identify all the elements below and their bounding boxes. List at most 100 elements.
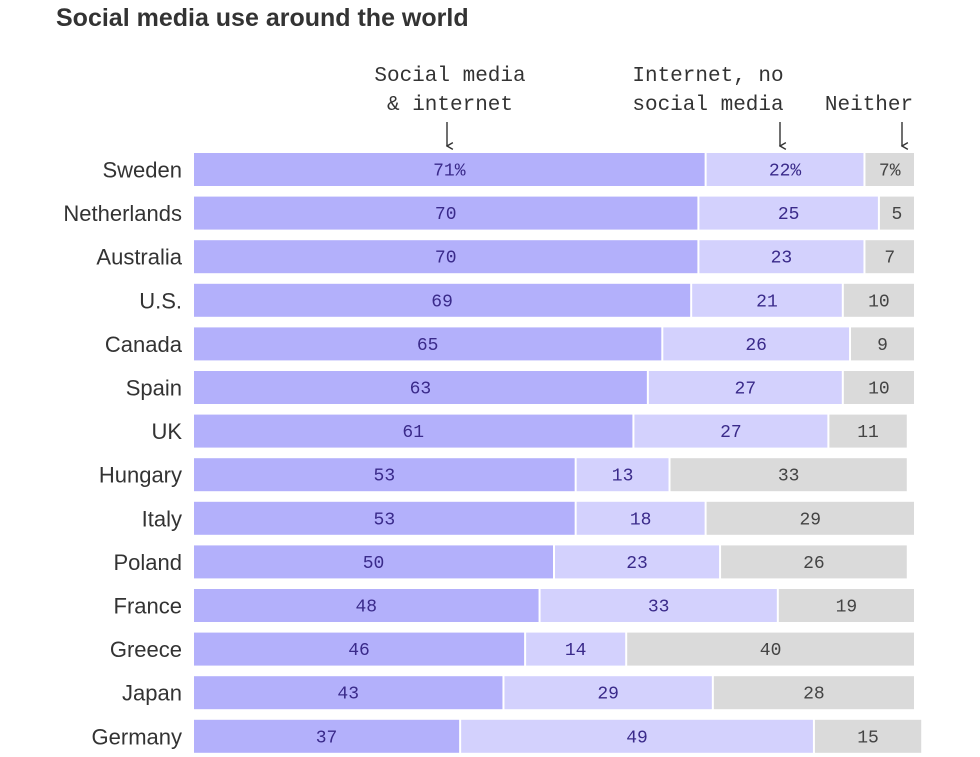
bar-row-uk: UK 61 27 11 [151, 414, 907, 448]
value-label: 15 [857, 728, 879, 748]
chart-title: Social media use around the world [56, 4, 469, 32]
value-label: 33 [778, 467, 800, 487]
bar-segment-social-media-internet [194, 589, 539, 622]
bar-segment-social-media-internet [194, 283, 691, 317]
value-label: 27 [735, 380, 757, 400]
value-label: 22% [769, 162, 802, 182]
bar-segment-neither [865, 240, 914, 274]
value-label: 23 [626, 554, 648, 574]
country-label: Poland [113, 550, 182, 575]
bar-segment-neither [843, 283, 914, 317]
value-label: 69 [431, 292, 453, 312]
bar-row-spain: Spain 63 27 10 [126, 371, 914, 404]
bar-segment-social-media-internet [194, 719, 460, 753]
bar-segment-neither [778, 589, 914, 622]
bar-segment-social-media-internet [194, 632, 525, 666]
series-header-neither: Neither [825, 94, 913, 146]
value-label: 33 [648, 598, 670, 618]
bar-segment-social-media-internet [194, 153, 705, 186]
bar-row-greece: Greece 46 14 40 [110, 632, 914, 666]
series-header-internet-no-social-media: Internet, no social media [632, 65, 783, 146]
bar-row-france: France 48 33 19 [114, 589, 914, 622]
bar-segment-neither [814, 719, 922, 753]
country-label: Italy [142, 506, 182, 531]
bar-row-u-s: U.S. 69 21 10 [139, 283, 914, 317]
value-label: 25 [778, 205, 800, 225]
value-label: 13 [612, 467, 634, 487]
value-label: 11 [857, 423, 879, 443]
country-label: Spain [126, 376, 182, 401]
country-label: Germany [92, 724, 182, 749]
value-label: 70 [435, 249, 457, 269]
bar-row-netherlands: Netherlands 70 25 5 [63, 196, 914, 230]
bar-segment-internet-no-social-media [648, 371, 842, 404]
value-label: 29 [800, 510, 822, 530]
bar-rows: Sweden 71% 22% 7% Netherlands 70 25 5 Australia 7… [63, 153, 922, 753]
bar-segment-neither [627, 632, 914, 666]
value-label: 71% [433, 162, 466, 182]
value-label: 50 [363, 554, 385, 574]
country-label: Hungary [99, 463, 182, 488]
bar-segment-social-media-internet [194, 371, 647, 404]
bar-segment-social-media-internet [194, 196, 698, 230]
value-label: 48 [355, 598, 377, 618]
country-label: Greece [110, 637, 182, 662]
value-label: 27 [720, 423, 742, 443]
value-label: 23 [771, 249, 793, 269]
value-label: 19 [836, 598, 858, 618]
bar-segment-internet-no-social-media [555, 545, 720, 579]
value-label: 63 [410, 380, 432, 400]
bar-row-germany: Germany 37 49 15 [92, 719, 922, 753]
country-label: U.S. [139, 288, 182, 313]
country-label: France [114, 594, 182, 619]
bar-segment-neither [843, 371, 914, 404]
bar-segment-internet-no-social-media [576, 501, 705, 535]
bar-row-poland: Poland 50 23 26 [113, 545, 907, 579]
bar-segment-social-media-internet [194, 501, 575, 535]
value-label: 21 [756, 292, 778, 312]
country-label: Netherlands [63, 201, 182, 226]
bar-segment-internet-no-social-media [699, 240, 864, 274]
bar-segment-internet-no-social-media [663, 327, 850, 361]
bar-row-hungary: Hungary 53 13 33 [99, 458, 907, 492]
bar-segment-internet-no-social-media [634, 414, 828, 448]
value-label: 10 [868, 380, 890, 400]
series-header-social-media-internet: Social media & internet [374, 65, 526, 146]
bar-segment-social-media-internet [194, 327, 662, 361]
bar-segment-neither [713, 676, 914, 710]
value-label: 61 [402, 423, 424, 443]
series-header-line: social media [632, 94, 783, 117]
bar-segment-internet-no-social-media [504, 676, 712, 710]
bar-segment-neither [721, 545, 907, 579]
bar-segment-neither [829, 414, 907, 448]
bar-row-italy: Italy 53 18 29 [142, 501, 914, 535]
bar-row-canada: Canada 65 26 9 [105, 327, 914, 361]
bar-row-japan: Japan 43 29 28 [122, 676, 914, 710]
bar-segment-internet-no-social-media [706, 153, 864, 186]
bar-segment-social-media-internet [194, 414, 633, 448]
bar-row-australia: Australia 70 23 7 [96, 240, 914, 274]
country-label: Canada [105, 332, 183, 357]
bar-segment-social-media-internet [194, 458, 575, 492]
value-label: 49 [626, 728, 648, 748]
value-label: 7% [879, 162, 901, 182]
bar-segment-internet-no-social-media [461, 719, 813, 753]
bar-segment-social-media-internet [194, 676, 503, 710]
value-label: 7 [884, 249, 895, 269]
bar-segment-internet-no-social-media [526, 632, 626, 666]
value-label: 10 [868, 292, 890, 312]
value-label: 43 [337, 685, 359, 705]
bar-segment-neither [865, 153, 914, 186]
series-header-line: Internet, no [632, 65, 783, 88]
series-headers: Social media & internet Internet, no social… [374, 65, 913, 146]
value-label: 9 [877, 336, 888, 356]
value-label: 37 [316, 728, 338, 748]
value-label: 53 [374, 467, 396, 487]
value-label: 14 [565, 641, 587, 661]
bar-row-sweden: Sweden 71% 22% 7% [102, 153, 914, 186]
value-label: 5 [892, 205, 903, 225]
bar-segment-internet-no-social-media [540, 589, 777, 622]
bar-segment-internet-no-social-media [576, 458, 669, 492]
value-label: 70 [435, 205, 457, 225]
